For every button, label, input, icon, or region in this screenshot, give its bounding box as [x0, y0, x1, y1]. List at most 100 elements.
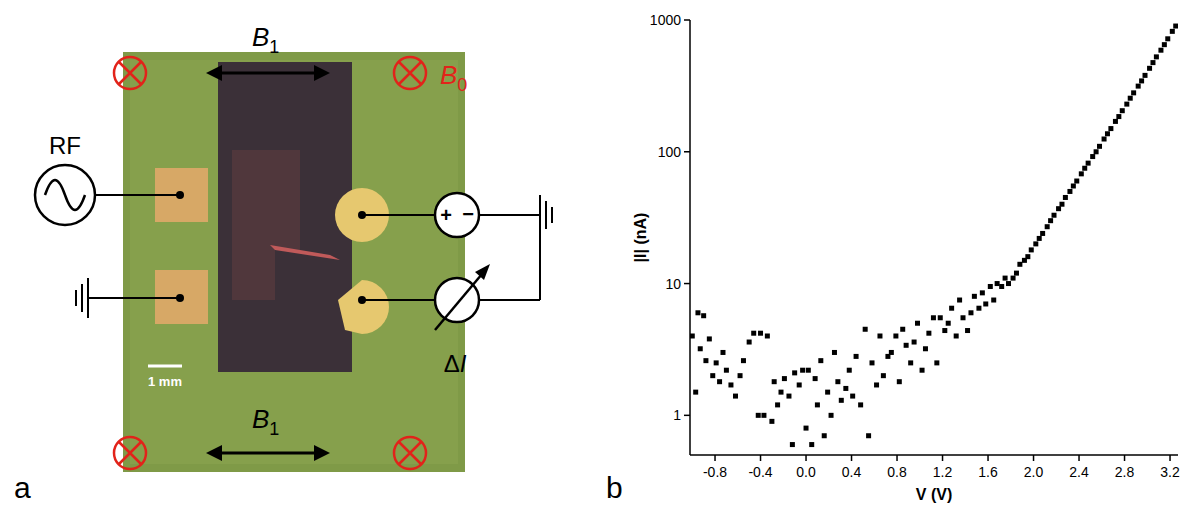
contact: [176, 294, 184, 302]
data-point: [751, 331, 756, 336]
x-tick-label: -0.8: [703, 464, 727, 480]
data-point: [775, 402, 780, 407]
data-point: [772, 379, 777, 384]
voltage-source: [435, 193, 479, 237]
rf-field-arrow: [206, 65, 330, 81]
data-point: [733, 394, 738, 399]
y-axis: [689, 20, 691, 455]
x-tick: [760, 455, 762, 461]
data-point: [714, 360, 719, 365]
data-point: [904, 343, 909, 348]
data-point: [915, 321, 920, 326]
wire: [362, 214, 435, 216]
y-tick-label: 10: [665, 276, 681, 292]
scale-label: 1 mm: [148, 374, 182, 389]
device-region: [232, 150, 300, 300]
dark-window: [218, 62, 352, 372]
data-point: [1003, 276, 1008, 281]
x-tick-label: 3.2: [1160, 464, 1180, 480]
field-into-page: [394, 57, 426, 89]
y-tick: [684, 415, 690, 417]
data-point: [1056, 206, 1061, 211]
field-label: B1: [252, 404, 279, 439]
wire: [362, 299, 435, 301]
data-point: [1124, 102, 1129, 107]
data-point: [1033, 241, 1038, 246]
wire: [479, 214, 540, 216]
data-point: [1048, 218, 1053, 223]
x-tick: [1124, 455, 1126, 461]
data-point: [938, 315, 943, 320]
data-point: [720, 350, 725, 355]
contact: [358, 211, 366, 219]
y-tick-label: 1: [673, 407, 681, 423]
data-point: [1158, 48, 1163, 53]
data-point: [1025, 254, 1030, 259]
data-point: [1113, 119, 1118, 124]
data-point: [1059, 202, 1064, 207]
data-point: [724, 368, 729, 373]
data-point: [835, 379, 840, 384]
data-point: [829, 413, 834, 418]
figure: 1 mmB1B1B0RF+−ΔIa1101001000-0.8-0.40.00.…: [0, 0, 1192, 508]
data-point: [1139, 78, 1144, 83]
data-point: [738, 373, 743, 378]
data-point: [900, 327, 905, 332]
y-tick: [684, 151, 690, 153]
data-point: [698, 346, 703, 351]
y-axis-title: |I| (nA): [632, 213, 649, 263]
data-point: [1017, 262, 1022, 267]
data-point: [988, 284, 993, 289]
data-point: [761, 413, 766, 418]
x-tick: [714, 455, 716, 461]
data-point: [701, 313, 706, 318]
data-point: [858, 402, 863, 407]
y-tick: [684, 283, 690, 285]
data-point: [923, 346, 928, 351]
data-point: [954, 333, 959, 338]
data-point: [1131, 90, 1136, 95]
data-point: [1102, 137, 1107, 142]
x-tick-label: 0.0: [796, 464, 816, 480]
data-point: [728, 382, 733, 387]
x-tick: [1169, 455, 1171, 461]
data-point: [877, 333, 882, 338]
data-point: [1094, 149, 1099, 154]
data-point: [804, 426, 809, 431]
data-point: [881, 373, 886, 378]
data-point: [1147, 66, 1152, 71]
data-point: [747, 340, 752, 345]
data-point: [1136, 84, 1141, 89]
data-point: [1116, 114, 1121, 119]
data-point: [1128, 96, 1133, 101]
data-point: [843, 386, 848, 391]
data-point: [815, 402, 820, 407]
meter-arrowhead: [475, 264, 490, 280]
data-point: [758, 331, 763, 336]
data-point: [1082, 166, 1087, 171]
data-point: [949, 306, 954, 311]
x-tick-label: 0.4: [842, 464, 862, 480]
data-point: [1105, 131, 1110, 136]
data-point: [854, 354, 859, 359]
panel-b: 1101001000-0.8-0.40.00.40.81.21.62.02.42…: [632, 12, 1180, 503]
data-point: [809, 442, 814, 447]
x-tick-label: 2.8: [1115, 464, 1135, 480]
data-point: [995, 281, 1000, 286]
data-point: [999, 284, 1004, 289]
data-point: [1074, 179, 1079, 184]
data-point: [1097, 144, 1102, 149]
plus-sign: +: [440, 204, 452, 226]
data-point: [822, 433, 827, 438]
data-point: [946, 321, 951, 326]
data-point: [839, 398, 844, 403]
data-point: [1071, 183, 1076, 188]
data-point: [866, 433, 871, 438]
data-point: [1006, 281, 1011, 286]
data-point: [1037, 236, 1042, 241]
field-into-page: [114, 437, 146, 469]
data-point: [1150, 60, 1155, 65]
field-label: B0: [440, 60, 467, 95]
data-point: [779, 390, 784, 395]
ground: [76, 278, 88, 318]
